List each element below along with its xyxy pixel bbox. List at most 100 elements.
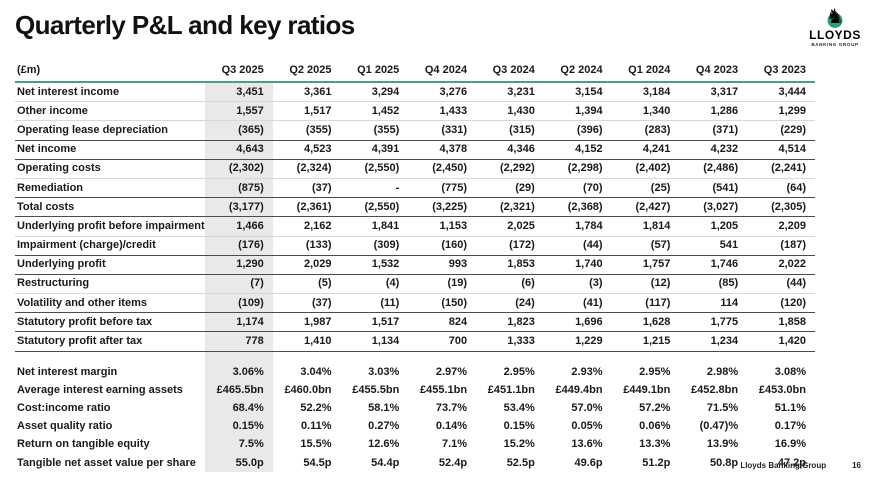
cell: 778: [205, 331, 273, 352]
cell: (70): [543, 177, 612, 198]
cell: (2,450): [408, 158, 477, 179]
cell: (2,324): [272, 158, 341, 179]
cell: 993: [408, 254, 477, 275]
cell: (2,302): [205, 158, 273, 179]
cell: £449.4bn: [555, 383, 603, 396]
footer-company: Lloyds Banking Group: [740, 461, 827, 470]
cell: (25): [611, 177, 680, 198]
cell: (160): [408, 235, 477, 256]
cell: (24): [476, 293, 544, 313]
cell: 1,775: [679, 312, 748, 332]
cell: (11): [340, 293, 409, 313]
black-horse-icon: ♞: [826, 6, 844, 28]
table-row: Volatility and other items (109) (37) (11)(…: [15, 293, 815, 313]
cell: 1,628: [611, 312, 680, 332]
cell: (109): [205, 293, 273, 313]
row-label: Cost:income ratio: [17, 402, 111, 415]
column-header: Q1 2024: [611, 61, 680, 83]
cell: 13.9%: [706, 438, 739, 451]
cell: (29): [476, 177, 544, 198]
cell: 1,134: [340, 331, 409, 352]
spacer-cell: [341, 351, 409, 363]
table-row: Cost:income ratio 68.4% 52.2% 58.1% 73.7% 53.…: [15, 399, 815, 418]
cell: (371): [679, 120, 748, 141]
cell: 3.06%: [205, 363, 273, 382]
table-row: Remediation (875) (37) - (775) (29) (70) (25) (5…: [15, 177, 815, 198]
cell: (775): [408, 177, 477, 198]
table-row: Statutory profit before tax 1,174 1,987 1,5…: [15, 312, 815, 332]
cell: 2.93%: [571, 365, 603, 378]
table-row: Net interest margin 3.06% 3.04% 3.03% 2.97% 2…: [15, 363, 815, 382]
table-body: Net interest income 3,451 3,361 3,294 3,276 3…: [15, 82, 815, 473]
cell: 1,452: [340, 101, 409, 121]
table-row: Return on tangible equity 7.5% 15.5% 12.6% 7…: [15, 435, 815, 455]
spacer-cell: [544, 351, 612, 363]
cell: 0.05%: [571, 420, 603, 433]
cell: 58.1%: [368, 402, 400, 415]
cell: 1,299: [747, 101, 815, 121]
cell: (2,298): [543, 158, 612, 179]
unit-label: (£m): [15, 61, 205, 83]
cell: (64): [747, 177, 815, 198]
cell: 1,153: [408, 216, 477, 236]
table-head: (£m) Q3 2025 Q2 2025 Q1 2025 Q4 2024 Q3 2024…: [15, 61, 815, 83]
logo-mark: ♞: [803, 5, 867, 28]
spacer-cell: [273, 351, 341, 363]
table-row: Tangible net asset value per share 55.0p 5…: [15, 454, 815, 473]
spacer-cell: [612, 351, 680, 363]
cell: 2.98%: [706, 365, 739, 378]
cell: (2,361): [272, 197, 341, 217]
cell: 3,276: [439, 85, 468, 98]
table-row: Operating lease depreciation (365) (355) (3…: [15, 120, 815, 141]
cell: (355): [340, 120, 409, 141]
cell: 3,444: [778, 85, 806, 98]
cell: 1,433: [408, 101, 477, 121]
cell: (4): [340, 273, 409, 294]
lloyds-logo: ♞ LLOYDS BANKING GROUP: [803, 5, 867, 47]
row-label: Restructuring: [15, 273, 205, 294]
table-header-row: (£m) Q3 2025 Q2 2025 Q1 2025 Q4 2024 Q3 2024…: [15, 61, 815, 83]
cell: 0.27%: [368, 420, 400, 433]
cell: 1,517: [340, 312, 409, 332]
column-header: Q1 2025: [340, 61, 409, 83]
cell: £455.5bn: [352, 383, 400, 396]
row-label: Impairment (charge)/credit: [15, 235, 205, 256]
row-label: Total costs: [15, 197, 205, 217]
cell: 3.04%: [300, 365, 332, 378]
cell: 1,286: [679, 101, 748, 121]
cell: 50.8p: [709, 456, 739, 469]
cell: 52.4p: [438, 456, 468, 469]
cell: 7.5%: [205, 435, 273, 455]
cell: 1,215: [611, 331, 680, 352]
cell: (365): [205, 120, 273, 141]
cell: 3.03%: [368, 365, 400, 378]
cell: (7): [205, 273, 273, 294]
cell: 0.15%: [205, 417, 273, 436]
spacer-cell: [747, 351, 815, 363]
cell: 1,410: [272, 331, 341, 352]
row-label: Net interest margin: [17, 365, 118, 378]
cell: 1,784: [543, 216, 612, 236]
cell: 1,466: [205, 216, 273, 236]
table-row: Asset quality ratio 0.15% 0.11% 0.27% 0.14% 0…: [15, 417, 815, 436]
cell: (331): [408, 120, 477, 141]
cell: (41): [543, 293, 612, 313]
cell: 1,987: [272, 312, 341, 332]
table-row: Net income 4,643 4,523 4,391 4,378 4,346 4,152…: [15, 139, 815, 160]
row-label: Other income: [15, 101, 205, 121]
cell: 4,241: [611, 139, 680, 160]
cell: £460.0bn: [284, 383, 332, 396]
cell: 1,340: [611, 101, 680, 121]
logo-subtitle: BANKING GROUP: [811, 41, 859, 47]
cell: 0.06%: [639, 420, 671, 433]
spacer-row: [15, 351, 815, 364]
cell: 1,814: [611, 216, 680, 236]
row-label: Net interest income: [17, 85, 120, 98]
cell: 700: [408, 331, 477, 352]
green-circle-icon: [827, 13, 843, 28]
cell: 1,229: [543, 331, 612, 352]
cell: 4,643: [205, 139, 273, 160]
cell: 1,853: [476, 254, 544, 275]
cell: (172): [476, 235, 544, 256]
